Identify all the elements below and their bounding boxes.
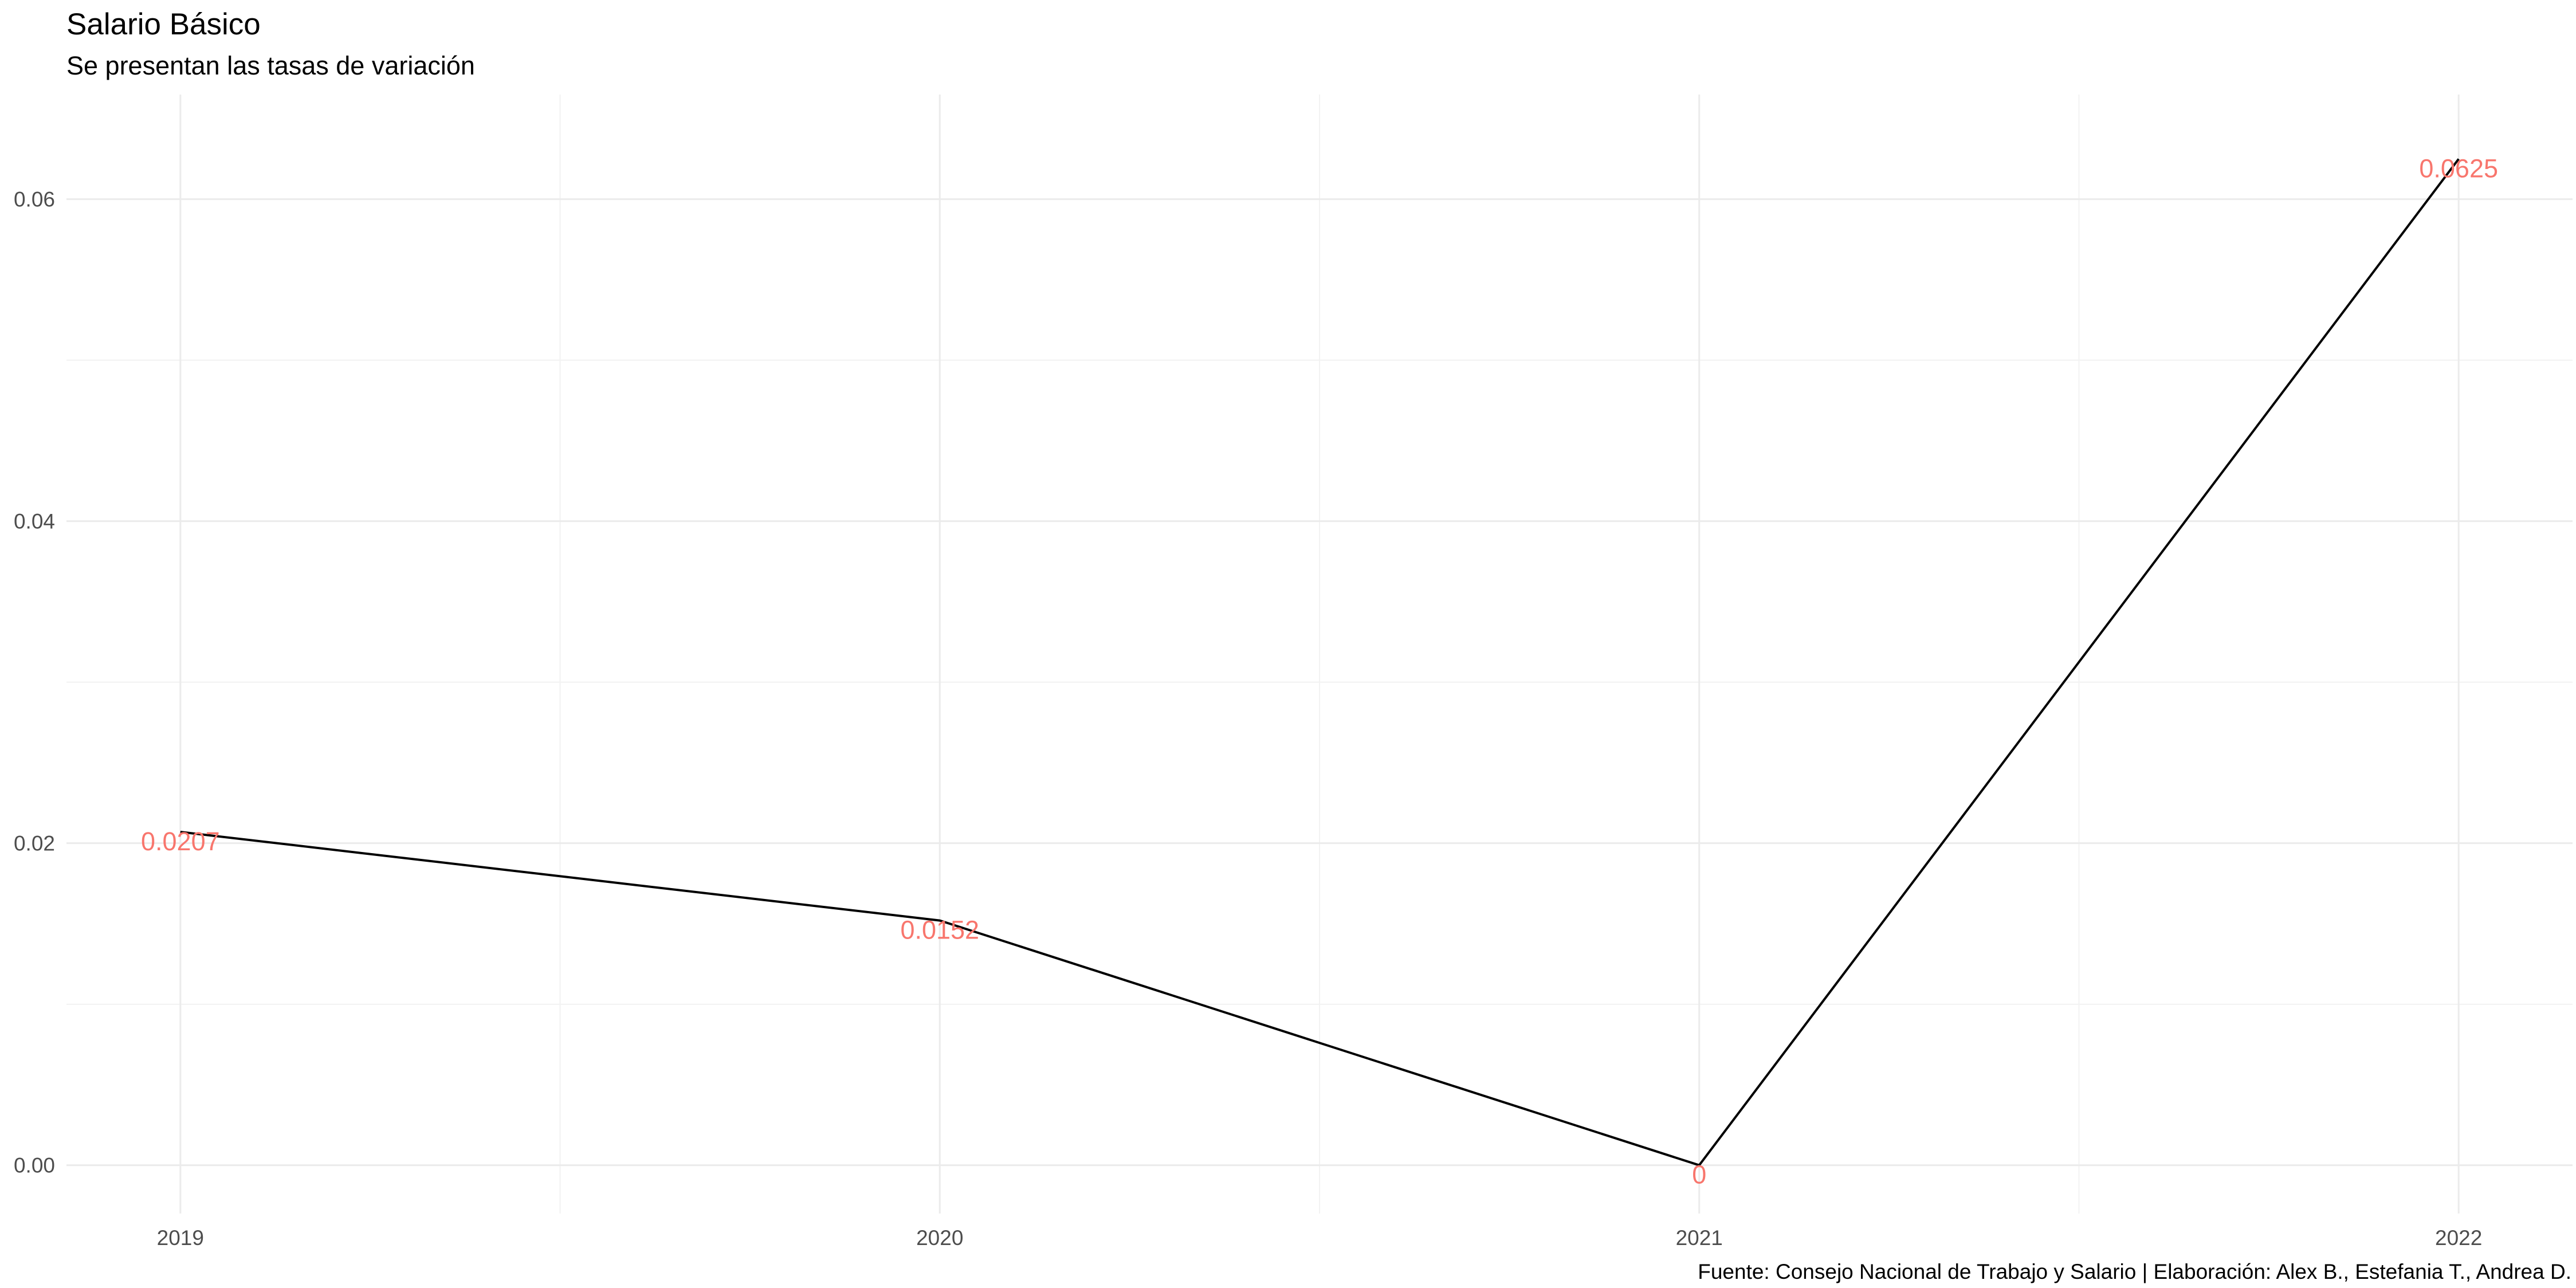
chart-title: Salario Básico (66, 7, 261, 41)
data-label: 0.0207 (141, 827, 220, 856)
y-tick-label: 0.06 (14, 188, 55, 211)
chart-caption: Fuente: Consejo Nacional de Trabajo y Sa… (1698, 1260, 2571, 1283)
data-label: 0.0152 (900, 916, 979, 945)
series-line-group (180, 158, 2460, 1167)
y-axis-tick-labels: 0.00 0.02 0.04 0.06 (14, 188, 55, 1177)
chart-subtitle: Se presentan las tasas de variación (66, 51, 475, 80)
data-label: 0 (1692, 1160, 1706, 1189)
data-labels: 0.0207 0.0152 0 0.0625 (141, 154, 2498, 1189)
y-tick-label: 0.02 (14, 832, 55, 855)
y-tick-label: 0.00 (14, 1154, 55, 1177)
x-tick-label: 2020 (916, 1226, 963, 1250)
x-tick-label: 2022 (2435, 1226, 2482, 1250)
x-tick-label: 2019 (157, 1226, 204, 1250)
y-tick-label: 0.04 (14, 510, 55, 533)
x-tick-label: 2021 (1676, 1226, 1723, 1250)
data-label: 0.0625 (2419, 154, 2498, 183)
series-line (180, 158, 2460, 1167)
grid (66, 95, 2573, 1214)
x-axis-tick-labels: 2019 2020 2021 2022 (157, 1226, 2483, 1250)
